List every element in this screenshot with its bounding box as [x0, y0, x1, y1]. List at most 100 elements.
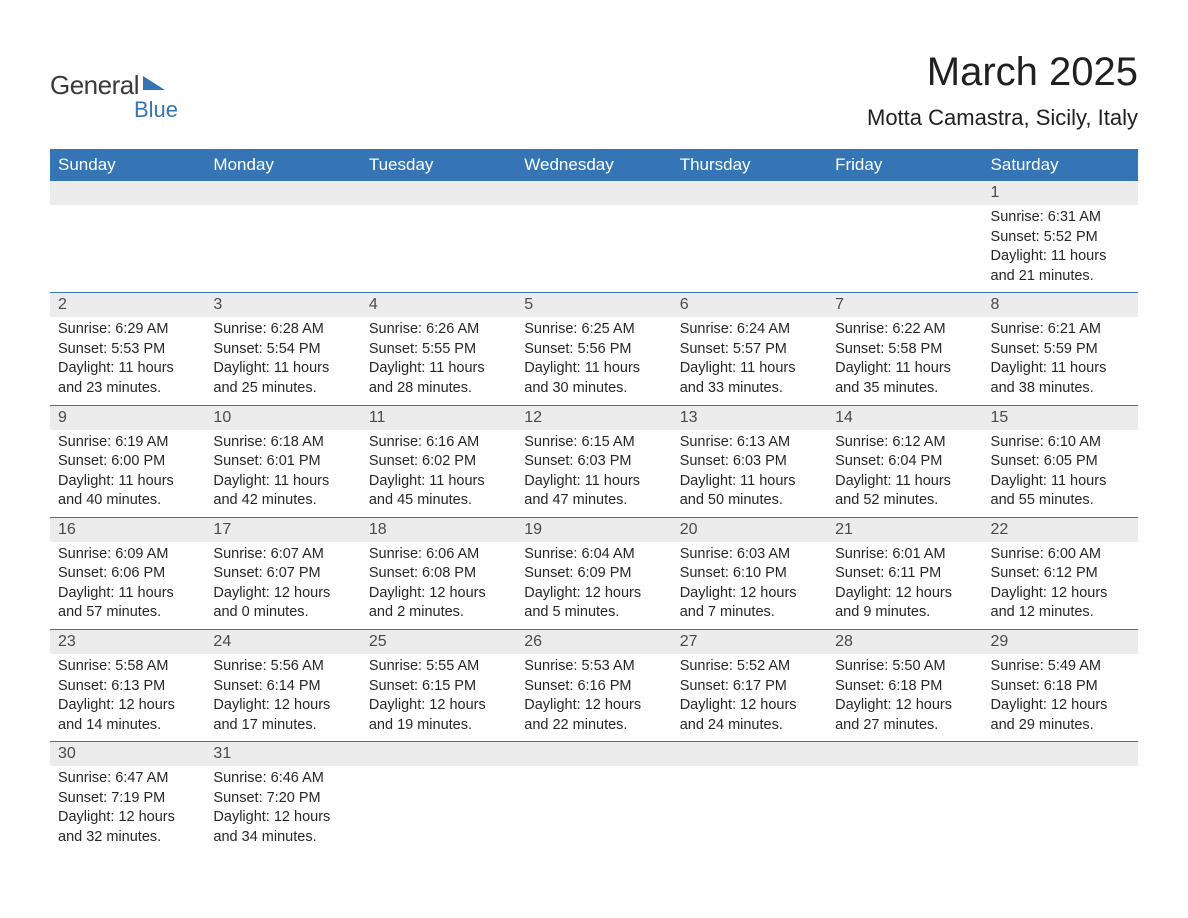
- title-block: March 2025 Motta Camastra, Sicily, Italy: [867, 50, 1138, 131]
- day-details: Sunrise: 6:13 AMSunset: 6:03 PMDaylight:…: [672, 430, 827, 517]
- day-details: [361, 766, 516, 846]
- calendar-cell: 6Sunrise: 6:24 AMSunset: 5:57 PMDaylight…: [672, 293, 827, 405]
- day-number: [827, 742, 982, 766]
- day-details: [361, 205, 516, 285]
- calendar-cell: [827, 742, 982, 854]
- day-number: 26: [516, 630, 671, 654]
- calendar-cell: [50, 181, 205, 293]
- day-number: 13: [672, 406, 827, 430]
- day-number: 5: [516, 293, 671, 317]
- col-monday: Monday: [205, 149, 360, 181]
- day-number: [672, 742, 827, 766]
- calendar-cell: [516, 181, 671, 293]
- day-number: 27: [672, 630, 827, 654]
- day-details: Sunrise: 6:46 AMSunset: 7:20 PMDaylight:…: [205, 766, 360, 853]
- calendar-week-row: 2Sunrise: 6:29 AMSunset: 5:53 PMDaylight…: [50, 293, 1138, 405]
- day-number: 8: [983, 293, 1138, 317]
- day-details: Sunrise: 6:25 AMSunset: 5:56 PMDaylight:…: [516, 317, 671, 404]
- day-details: Sunrise: 6:24 AMSunset: 5:57 PMDaylight:…: [672, 317, 827, 404]
- day-number: [516, 181, 671, 205]
- col-sunday: Sunday: [50, 149, 205, 181]
- calendar-cell: [672, 742, 827, 854]
- day-number: 4: [361, 293, 516, 317]
- day-details: Sunrise: 6:47 AMSunset: 7:19 PMDaylight:…: [50, 766, 205, 853]
- day-number: 14: [827, 406, 982, 430]
- day-number: 29: [983, 630, 1138, 654]
- day-details: [516, 205, 671, 285]
- calendar-cell: 8Sunrise: 6:21 AMSunset: 5:59 PMDaylight…: [983, 293, 1138, 405]
- day-details: Sunrise: 5:55 AMSunset: 6:15 PMDaylight:…: [361, 654, 516, 741]
- calendar-cell: 17Sunrise: 6:07 AMSunset: 6:07 PMDayligh…: [205, 517, 360, 629]
- day-details: Sunrise: 6:12 AMSunset: 6:04 PMDaylight:…: [827, 430, 982, 517]
- day-details: Sunrise: 6:28 AMSunset: 5:54 PMDaylight:…: [205, 317, 360, 404]
- calendar-cell: [361, 181, 516, 293]
- day-details: Sunrise: 6:16 AMSunset: 6:02 PMDaylight:…: [361, 430, 516, 517]
- day-number: 12: [516, 406, 671, 430]
- day-details: [516, 766, 671, 846]
- col-tuesday: Tuesday: [361, 149, 516, 181]
- calendar-cell: 12Sunrise: 6:15 AMSunset: 6:03 PMDayligh…: [516, 405, 671, 517]
- calendar-cell: [672, 181, 827, 293]
- day-details: [672, 205, 827, 285]
- calendar-cell: 2Sunrise: 6:29 AMSunset: 5:53 PMDaylight…: [50, 293, 205, 405]
- calendar-cell: 22Sunrise: 6:00 AMSunset: 6:12 PMDayligh…: [983, 517, 1138, 629]
- day-number: 3: [205, 293, 360, 317]
- day-number: 17: [205, 518, 360, 542]
- day-details: Sunrise: 6:29 AMSunset: 5:53 PMDaylight:…: [50, 317, 205, 404]
- day-number: [50, 181, 205, 205]
- day-details: Sunrise: 6:00 AMSunset: 6:12 PMDaylight:…: [983, 542, 1138, 629]
- calendar-cell: 10Sunrise: 6:18 AMSunset: 6:01 PMDayligh…: [205, 405, 360, 517]
- day-number: 1: [983, 181, 1138, 205]
- calendar-cell: 14Sunrise: 6:12 AMSunset: 6:04 PMDayligh…: [827, 405, 982, 517]
- day-number: 10: [205, 406, 360, 430]
- day-details: Sunrise: 5:49 AMSunset: 6:18 PMDaylight:…: [983, 654, 1138, 741]
- day-details: Sunrise: 6:04 AMSunset: 6:09 PMDaylight:…: [516, 542, 671, 629]
- day-number: 31: [205, 742, 360, 766]
- logo-text-blue: Blue: [134, 97, 178, 123]
- day-number: [516, 742, 671, 766]
- day-details: Sunrise: 6:31 AMSunset: 5:52 PMDaylight:…: [983, 205, 1138, 292]
- calendar-cell: 29Sunrise: 5:49 AMSunset: 6:18 PMDayligh…: [983, 630, 1138, 742]
- calendar-cell: 9Sunrise: 6:19 AMSunset: 6:00 PMDaylight…: [50, 405, 205, 517]
- day-details: Sunrise: 5:50 AMSunset: 6:18 PMDaylight:…: [827, 654, 982, 741]
- calendar-cell: [361, 742, 516, 854]
- calendar-cell: 21Sunrise: 6:01 AMSunset: 6:11 PMDayligh…: [827, 517, 982, 629]
- calendar-cell: 15Sunrise: 6:10 AMSunset: 6:05 PMDayligh…: [983, 405, 1138, 517]
- calendar-cell: 4Sunrise: 6:26 AMSunset: 5:55 PMDaylight…: [361, 293, 516, 405]
- day-number: 25: [361, 630, 516, 654]
- calendar-week-row: 16Sunrise: 6:09 AMSunset: 6:06 PMDayligh…: [50, 517, 1138, 629]
- day-details: [205, 205, 360, 285]
- day-number: 20: [672, 518, 827, 542]
- calendar-cell: 23Sunrise: 5:58 AMSunset: 6:13 PMDayligh…: [50, 630, 205, 742]
- day-number: [361, 181, 516, 205]
- day-details: Sunrise: 6:26 AMSunset: 5:55 PMDaylight:…: [361, 317, 516, 404]
- day-number: 28: [827, 630, 982, 654]
- day-number: 22: [983, 518, 1138, 542]
- day-details: [983, 766, 1138, 846]
- calendar-cell: 7Sunrise: 6:22 AMSunset: 5:58 PMDaylight…: [827, 293, 982, 405]
- month-title: March 2025: [867, 50, 1138, 95]
- logo: General Blue: [50, 70, 178, 123]
- day-number: 6: [672, 293, 827, 317]
- day-number: 23: [50, 630, 205, 654]
- calendar-cell: 26Sunrise: 5:53 AMSunset: 6:16 PMDayligh…: [516, 630, 671, 742]
- calendar-cell: 3Sunrise: 6:28 AMSunset: 5:54 PMDaylight…: [205, 293, 360, 405]
- calendar-cell: 5Sunrise: 6:25 AMSunset: 5:56 PMDaylight…: [516, 293, 671, 405]
- calendar-cell: 24Sunrise: 5:56 AMSunset: 6:14 PMDayligh…: [205, 630, 360, 742]
- day-details: Sunrise: 6:07 AMSunset: 6:07 PMDaylight:…: [205, 542, 360, 629]
- day-details: Sunrise: 6:18 AMSunset: 6:01 PMDaylight:…: [205, 430, 360, 517]
- calendar-cell: 11Sunrise: 6:16 AMSunset: 6:02 PMDayligh…: [361, 405, 516, 517]
- day-number: 2: [50, 293, 205, 317]
- location: Motta Camastra, Sicily, Italy: [867, 105, 1138, 131]
- day-details: Sunrise: 5:58 AMSunset: 6:13 PMDaylight:…: [50, 654, 205, 741]
- day-number: 9: [50, 406, 205, 430]
- calendar-cell: 18Sunrise: 6:06 AMSunset: 6:08 PMDayligh…: [361, 517, 516, 629]
- day-number: 30: [50, 742, 205, 766]
- calendar-cell: 31Sunrise: 6:46 AMSunset: 7:20 PMDayligh…: [205, 742, 360, 854]
- calendar-cell: 20Sunrise: 6:03 AMSunset: 6:10 PMDayligh…: [672, 517, 827, 629]
- day-details: Sunrise: 6:03 AMSunset: 6:10 PMDaylight:…: [672, 542, 827, 629]
- calendar-week-row: 9Sunrise: 6:19 AMSunset: 6:00 PMDaylight…: [50, 405, 1138, 517]
- calendar-header-row: Sunday Monday Tuesday Wednesday Thursday…: [50, 149, 1138, 181]
- day-details: Sunrise: 5:52 AMSunset: 6:17 PMDaylight:…: [672, 654, 827, 741]
- col-friday: Friday: [827, 149, 982, 181]
